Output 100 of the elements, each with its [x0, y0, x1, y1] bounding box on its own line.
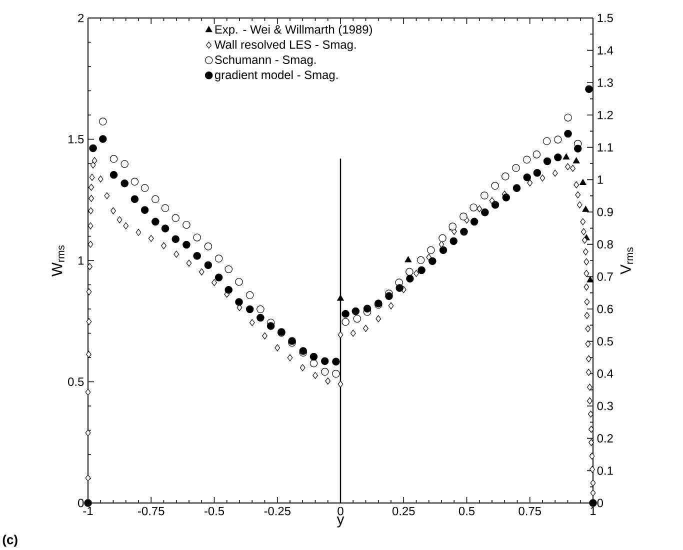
- point: [584, 312, 590, 319]
- x-tick-label: -1: [83, 506, 93, 516]
- point: [204, 242, 212, 250]
- point: [352, 307, 360, 316]
- point: [586, 355, 592, 362]
- point: [502, 172, 510, 180]
- point: [193, 234, 201, 242]
- point: [338, 380, 344, 388]
- point: [338, 331, 344, 338]
- point: [586, 276, 594, 282]
- point: [130, 178, 139, 186]
- y2-tick-label: 0.8: [597, 240, 613, 249]
- point: [310, 352, 318, 361]
- point: [224, 265, 233, 274]
- point: [256, 305, 264, 314]
- point: [130, 195, 139, 204]
- point: [543, 157, 552, 166]
- point: [90, 161, 96, 168]
- point: [140, 206, 149, 214]
- point: [428, 257, 436, 266]
- y2-tick-label: 0.3: [597, 402, 613, 410]
- point: [262, 332, 268, 340]
- point: [590, 466, 595, 473]
- point: [84, 499, 92, 507]
- text: (c): [2, 534, 18, 547]
- point: [450, 237, 458, 245]
- point: [404, 256, 412, 262]
- point: [353, 314, 362, 323]
- y-tick-label: 1: [78, 256, 84, 265]
- point: [152, 195, 160, 204]
- point: [87, 263, 92, 270]
- x-tick-label: 0.25: [392, 506, 415, 516]
- point: [88, 184, 94, 191]
- point: [123, 222, 129, 230]
- point: [470, 204, 478, 212]
- point: [584, 270, 590, 277]
- point: [161, 242, 166, 250]
- y2-tick-label: 1.3: [598, 78, 613, 87]
- point: [590, 479, 596, 486]
- point: [274, 344, 280, 352]
- point: [574, 144, 582, 153]
- point: [204, 261, 212, 269]
- point: [256, 314, 264, 322]
- point: [236, 304, 242, 312]
- point: [342, 318, 350, 326]
- point: [590, 489, 596, 496]
- point: [587, 384, 592, 391]
- y2-tick-label: 0.9: [597, 208, 613, 216]
- y2-tick-label: 0.4: [597, 369, 614, 378]
- point: [470, 218, 478, 226]
- point: [99, 118, 107, 126]
- point: [337, 294, 344, 301]
- legend-label: Exp. - Wei & Willmarth (1989): [215, 24, 372, 36]
- point: [99, 135, 107, 143]
- point: [186, 260, 192, 267]
- y-tick-label: 0.5: [68, 378, 84, 386]
- point: [214, 274, 223, 282]
- point: [174, 250, 180, 258]
- point: [235, 278, 243, 286]
- point: [586, 368, 592, 376]
- point: [396, 284, 404, 292]
- point: [120, 160, 128, 168]
- point: [86, 350, 92, 358]
- point: [585, 340, 591, 348]
- point: [86, 288, 92, 296]
- y2-tick-label: 1: [598, 176, 603, 184]
- point: [350, 330, 356, 337]
- point: [585, 85, 593, 94]
- point: [88, 194, 94, 202]
- point: [136, 228, 142, 236]
- point: [588, 439, 594, 446]
- point: [182, 220, 190, 229]
- point: [110, 171, 118, 179]
- point: [532, 150, 541, 158]
- point: [480, 192, 488, 200]
- point: [116, 216, 122, 224]
- point: [85, 388, 91, 396]
- point: [574, 181, 580, 188]
- point: [88, 240, 94, 248]
- x-tick-label: -0.5: [204, 506, 224, 516]
- point: [172, 214, 180, 222]
- y-axis-title: W$_{rms}$: [52, 245, 64, 276]
- point: [140, 184, 149, 192]
- point: [460, 212, 468, 220]
- point: [584, 284, 590, 290]
- point: [235, 298, 243, 306]
- point: [320, 368, 329, 376]
- y2-tick-label: 1.2: [598, 110, 613, 120]
- legend-label: gradient model - Smag.: [214, 70, 338, 82]
- point: [152, 218, 160, 226]
- point: [512, 184, 521, 192]
- point: [502, 194, 510, 202]
- point: [312, 372, 318, 379]
- point: [570, 164, 576, 172]
- point: [564, 114, 572, 122]
- point: [584, 298, 590, 306]
- point: [388, 302, 394, 310]
- point: [86, 318, 92, 326]
- point: [564, 130, 572, 138]
- point: [580, 218, 586, 226]
